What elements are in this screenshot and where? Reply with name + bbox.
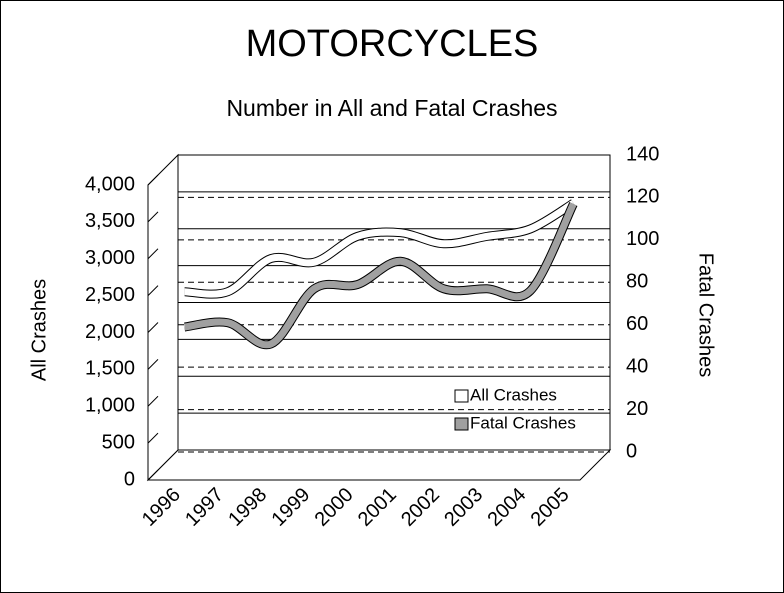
y-tick xyxy=(147,322,159,333)
y2-tick-label: 120 xyxy=(626,186,659,208)
line-series xyxy=(184,202,577,349)
y-tick-label: 3,000 xyxy=(85,247,135,269)
y-tick-label: 4,000 xyxy=(85,173,135,195)
y-tick-label: 1,500 xyxy=(85,358,135,380)
y-tick xyxy=(147,285,159,296)
y-tick-label: 0 xyxy=(124,468,135,490)
y2-axis-label: Fatal Crashes xyxy=(695,253,717,378)
y-tick-label: 500 xyxy=(102,431,135,453)
y2-tick-label: 20 xyxy=(626,398,648,420)
y-tick xyxy=(147,211,159,223)
y-axis-label: All Crashes xyxy=(28,279,50,381)
y2-tick-label: 40 xyxy=(626,355,648,377)
y-tick-label: 2,500 xyxy=(85,284,135,306)
y2-tick-label: 0 xyxy=(626,440,637,462)
y-tick xyxy=(147,248,159,260)
y2-tick-label: 80 xyxy=(626,271,648,293)
legend-swatch xyxy=(454,389,469,403)
y-tick xyxy=(147,395,159,407)
y-tick xyxy=(147,469,159,481)
y-tick xyxy=(147,432,159,444)
y-tick xyxy=(147,359,159,370)
floor xyxy=(146,449,612,481)
side-wall xyxy=(147,153,179,482)
y2-tick-label: 60 xyxy=(626,313,648,335)
legend-label: All Crashes xyxy=(470,385,557,404)
y-tick-label: 2,000 xyxy=(85,321,135,343)
legend-label: Fatal Crashes xyxy=(470,413,576,432)
chart-title: MOTORCYCLES xyxy=(246,23,539,65)
y2-tick-label: 100 xyxy=(626,228,659,250)
y2-tick-label: 140 xyxy=(626,143,659,165)
y-tick-label: 3,500 xyxy=(85,210,135,232)
y-tick xyxy=(147,174,159,186)
chart-subtitle: Number in All and Fatal Crashes xyxy=(226,95,557,121)
legend-swatch xyxy=(454,417,469,431)
y-tick-label: 1,000 xyxy=(85,395,135,417)
line-series xyxy=(184,200,576,298)
